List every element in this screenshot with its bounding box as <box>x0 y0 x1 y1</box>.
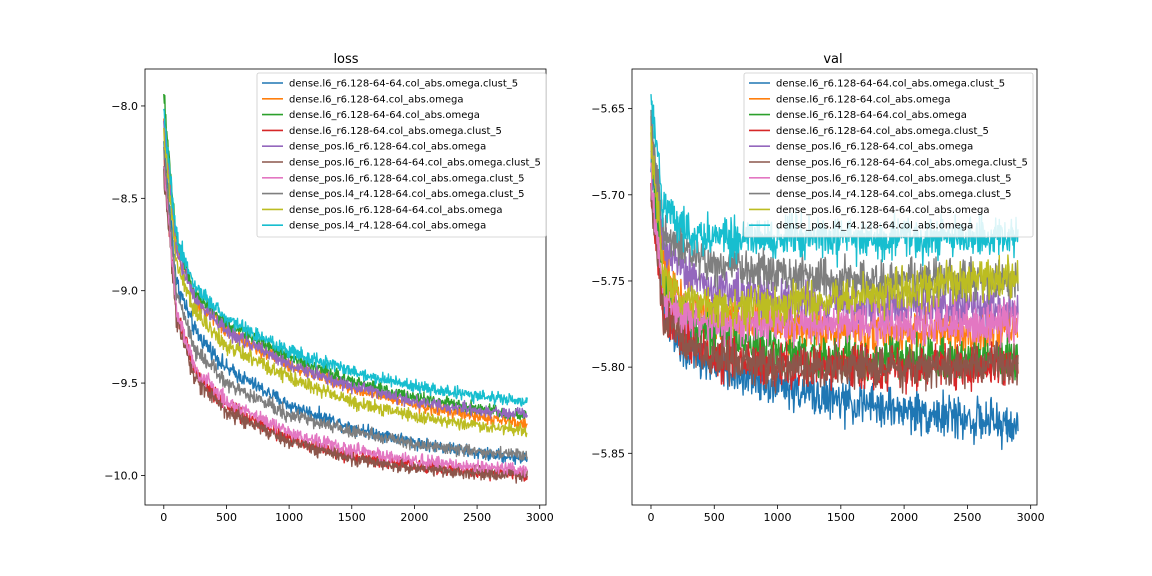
val-legend-label-7: dense_pos.l4_r4.128-64.col_abs.omega.clu… <box>776 189 1011 200</box>
val-y-tick-label-3: −5.80 <box>591 361 625 374</box>
loss-legend-label-2: dense.l6_r6.128-64-64.col_abs.omega <box>289 110 480 121</box>
val-legend-label-0: dense.l6_r6.128-64-64.col_abs.omega.clus… <box>776 79 1005 90</box>
loss-legend-label-4: dense_pos.l6_r6.128-64.col_abs.omega <box>289 142 486 153</box>
loss-chart-title: loss <box>333 52 358 67</box>
loss-legend-label-7: dense_pos.l4_r4.128-64.col_abs.omega.clu… <box>289 189 524 200</box>
val-y-tick-label-4: −5.85 <box>591 447 625 460</box>
val-x-tick-label-2: 1000 <box>764 511 792 524</box>
val-x-tick-label-0: 0 <box>647 511 654 524</box>
loss-x-tick-label-2: 1000 <box>275 511 303 524</box>
loss-x-tick-label-0: 0 <box>160 511 167 524</box>
val-legend-label-6: dense_pos.l6_r6.128-64.col_abs.omega.clu… <box>776 173 1011 184</box>
loss-y-tick-label-1: −8.5 <box>111 192 138 205</box>
loss-series-line-8 <box>163 127 528 438</box>
loss-legend-label-9: dense_pos.l4_r4.128-64.col_abs.omega <box>289 221 486 232</box>
val-legend-label-1: dense.l6_r6.128-64.col_abs.omega <box>776 94 951 105</box>
val-y-tick-label-2: −5.75 <box>591 275 625 288</box>
loss-legend-label-3: dense.l6_r6.128-64.col_abs.omega.clust_5 <box>289 126 502 137</box>
loss-legend: dense.l6_r6.128-64-64.col_abs.omega.clus… <box>256 72 547 238</box>
loss-y-tick-label-0: −8.0 <box>111 100 138 113</box>
val-legend-box <box>743 72 1034 238</box>
loss-plot-frame <box>144 68 547 506</box>
val-chart-title: val <box>823 52 842 67</box>
val-ticks-layer: 0 500 1000 1500 2000 2500 3000 −5.65 −5.70 −5.75 −… <box>591 103 1044 524</box>
loss-legend-box <box>256 72 547 238</box>
loss-legend-label-5: dense_pos.l6_r6.128-64-64.col_abs.omega.… <box>289 158 541 169</box>
loss-legend-label-6: dense_pos.l6_r6.128-64.col_abs.omega.clu… <box>289 173 524 184</box>
val-x-tick-label-4: 2000 <box>890 511 918 524</box>
loss-series-line-9 <box>163 108 528 407</box>
val-series-line-5 <box>650 185 1019 394</box>
loss-legend-label-1: dense.l6_r6.128-64.col_abs.omega <box>289 94 464 105</box>
loss-x-tick-label-1: 500 <box>216 511 237 524</box>
val-x-tick-label-5: 2500 <box>953 511 981 524</box>
loss-y-tick-label-3: −9.5 <box>111 377 138 390</box>
val-x-tick-label-1: 500 <box>704 511 725 524</box>
val-y-tick-label-0: −5.65 <box>591 103 625 116</box>
val-legend: dense.l6_r6.128-64-64.col_abs.omega.clus… <box>743 72 1034 238</box>
loss-series-line-5 <box>163 166 528 484</box>
val-series-line-6 <box>650 162 1019 349</box>
val-chart: val 0 500 1000 1500 2000 2500 3000 −5.65 −5.70 −5… <box>591 52 1044 524</box>
loss-y-tick-label-4: −10.0 <box>104 469 138 482</box>
loss-series-layer <box>163 93 528 484</box>
val-series-layer <box>650 94 1019 451</box>
loss-series-line-7 <box>163 146 528 461</box>
val-legend-label-9: dense_pos.l4_r4.128-64.col_abs.omega <box>776 221 973 232</box>
val-legend-label-8: dense_pos.l6_r6.128-64-64.col_abs.omega <box>776 205 990 216</box>
loss-x-tick-label-3: 1500 <box>338 511 366 524</box>
loss-ticks-layer: 0 500 1000 1500 2000 2500 3000 −8.0 −8.5 −9.0 −9.5… <box>104 100 553 524</box>
val-y-tick-label-1: −5.70 <box>591 189 625 202</box>
val-legend-label-2: dense.l6_r6.128-64-64.col_abs.omega <box>776 110 967 121</box>
loss-y-tick-label-2: −9.0 <box>111 285 138 298</box>
val-legend-label-3: dense.l6_r6.128-64.col_abs.omega.clust_5 <box>776 126 989 137</box>
loss-x-tick-label-5: 2500 <box>463 511 491 524</box>
val-legend-label-5: dense_pos.l6_r6.128-64-64.col_abs.omega.… <box>776 158 1028 169</box>
loss-series-line-6 <box>163 166 528 478</box>
val-x-tick-label-6: 3000 <box>1017 511 1045 524</box>
loss-legend-label-8: dense_pos.l6_r6.128-64-64.col_abs.omega <box>289 205 503 216</box>
val-legend-label-4: dense_pos.l6_r6.128-64.col_abs.omega <box>776 142 973 153</box>
val-series-line-8 <box>650 126 1019 332</box>
loss-x-tick-label-4: 2000 <box>400 511 428 524</box>
loss-chart: loss 0 500 1000 1500 2000 2500 3000 −8.0 −8.5 −9.… <box>104 52 553 524</box>
val-x-tick-label-3: 1500 <box>827 511 855 524</box>
val-plot-frame <box>631 68 1038 506</box>
loss-series-line-4 <box>163 120 528 420</box>
loss-x-tick-label-6: 3000 <box>526 511 554 524</box>
loss-legend-label-0: dense.l6_r6.128-64-64.col_abs.omega.clus… <box>289 79 518 90</box>
